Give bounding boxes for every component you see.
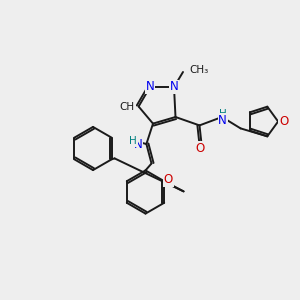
Text: O: O <box>279 115 288 128</box>
Text: N: N <box>169 80 178 94</box>
Text: N: N <box>146 80 154 94</box>
Text: O: O <box>196 142 205 155</box>
Text: CH₃: CH₃ <box>190 65 209 75</box>
Text: H: H <box>129 136 137 146</box>
Text: N: N <box>218 114 227 127</box>
Text: N: N <box>134 137 142 151</box>
Text: H: H <box>219 109 226 119</box>
Text: O: O <box>164 173 173 186</box>
Text: CH: CH <box>120 101 135 112</box>
